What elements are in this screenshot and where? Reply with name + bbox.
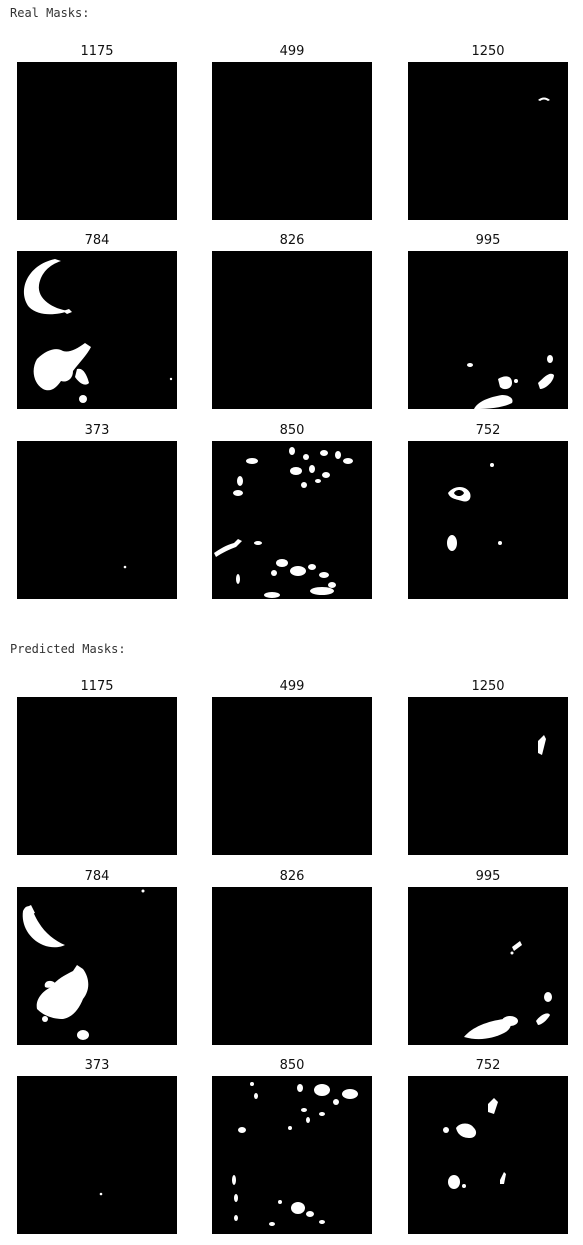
panel-title: 752 bbox=[475, 423, 501, 438]
mask-image bbox=[408, 62, 568, 220]
mask-image bbox=[408, 441, 568, 599]
panel-title: 1250 bbox=[471, 44, 505, 59]
mask-image bbox=[212, 887, 372, 1045]
panel-title: 826 bbox=[279, 233, 305, 248]
mask-image bbox=[408, 1076, 568, 1234]
panel-title: 499 bbox=[279, 679, 305, 694]
mask-image bbox=[17, 62, 177, 220]
mask-image bbox=[17, 887, 177, 1045]
mask-image bbox=[212, 1076, 372, 1234]
mask-image bbox=[408, 887, 568, 1045]
mask-image bbox=[408, 251, 568, 409]
predicted-masks-label: Predicted Masks: bbox=[10, 642, 126, 656]
panel-title: 850 bbox=[279, 423, 305, 438]
panel-title: 373 bbox=[84, 1058, 110, 1073]
mask-image bbox=[212, 62, 372, 220]
panel-title: 784 bbox=[84, 233, 110, 248]
panel-title: 1175 bbox=[80, 679, 114, 694]
panel-title: 373 bbox=[84, 423, 110, 438]
mask-image bbox=[212, 441, 372, 599]
mask-image bbox=[212, 697, 372, 855]
panel-title: 1250 bbox=[471, 679, 505, 694]
panel-title: 850 bbox=[279, 1058, 305, 1073]
panel-title: 995 bbox=[475, 869, 501, 884]
panel-title: 784 bbox=[84, 869, 110, 884]
mask-image bbox=[17, 441, 177, 599]
mask-image bbox=[17, 251, 177, 409]
real-masks-label: Real Masks: bbox=[10, 6, 90, 20]
mask-image bbox=[17, 1076, 177, 1234]
panel-title: 752 bbox=[475, 1058, 501, 1073]
mask-image bbox=[408, 697, 568, 855]
panel-title: 995 bbox=[475, 233, 501, 248]
mask-image bbox=[17, 697, 177, 855]
mask-image bbox=[212, 251, 372, 409]
panel-title: 1175 bbox=[80, 44, 114, 59]
panel-title: 826 bbox=[279, 869, 305, 884]
panel-title: 499 bbox=[279, 44, 305, 59]
